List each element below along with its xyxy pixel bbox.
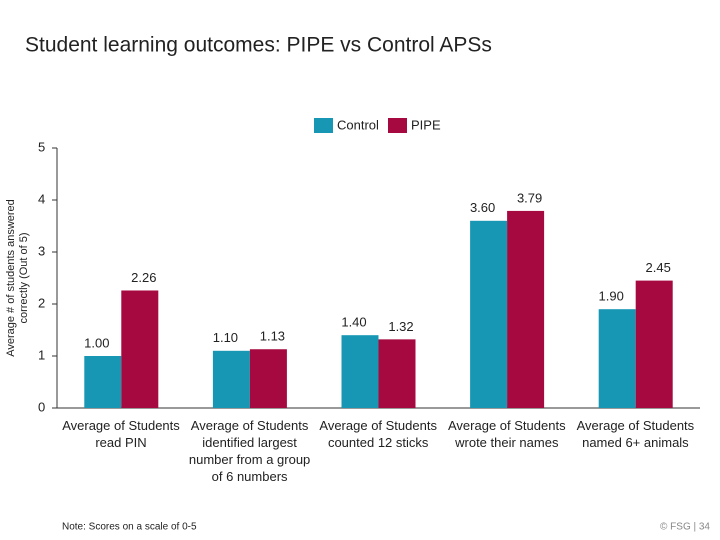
data-label: 3.79 [517, 190, 542, 205]
data-label: 2.26 [131, 270, 156, 285]
x-tick-label: Average of Students named 6+ animals [576, 418, 695, 450]
data-label: 3.60 [470, 200, 495, 215]
bar [341, 335, 379, 408]
data-label: 1.32 [388, 319, 413, 334]
bar [121, 290, 159, 408]
x-tick-label: Average of Students identified largest n… [188, 418, 311, 484]
data-label: 1.90 [599, 289, 624, 304]
y-tick-label: 3 [38, 243, 45, 258]
legend-swatch [314, 118, 333, 133]
y-axis-label: Average # of students answeredcorrectly … [5, 199, 30, 357]
bar [598, 309, 636, 408]
data-label: 1.00 [84, 335, 109, 350]
bar [378, 339, 416, 408]
x-tick-label: Average of Students counted 12 sticks [319, 418, 437, 450]
data-label: 1.40 [341, 315, 366, 330]
footer: © FSG | 34 [660, 522, 710, 533]
x-tick-label: Average of Students read PIN [62, 418, 180, 450]
note: Note: Scores on a scale of 0-5 [62, 522, 197, 533]
y-tick-label: 4 [38, 191, 45, 206]
data-label: 2.45 [646, 260, 671, 275]
legend-label: PIPE [411, 117, 441, 132]
x-tick-label: Average of Students wrote their names [448, 418, 566, 450]
bar [249, 349, 287, 408]
chart-title: Student learning outcomes: PIPE vs Contr… [25, 34, 492, 57]
bar [84, 356, 122, 408]
y-tick-label: 0 [38, 399, 45, 414]
bar [212, 350, 250, 408]
y-tick-label: 5 [38, 139, 45, 154]
bar [507, 210, 545, 408]
y-tick-label: 2 [38, 295, 45, 310]
data-label: 1.10 [213, 330, 238, 345]
legend-swatch [388, 118, 407, 133]
bar [470, 220, 508, 408]
y-tick-label: 1 [38, 347, 45, 362]
legend-label: Control [337, 117, 379, 132]
bar [635, 280, 673, 408]
data-label: 1.13 [260, 329, 285, 344]
